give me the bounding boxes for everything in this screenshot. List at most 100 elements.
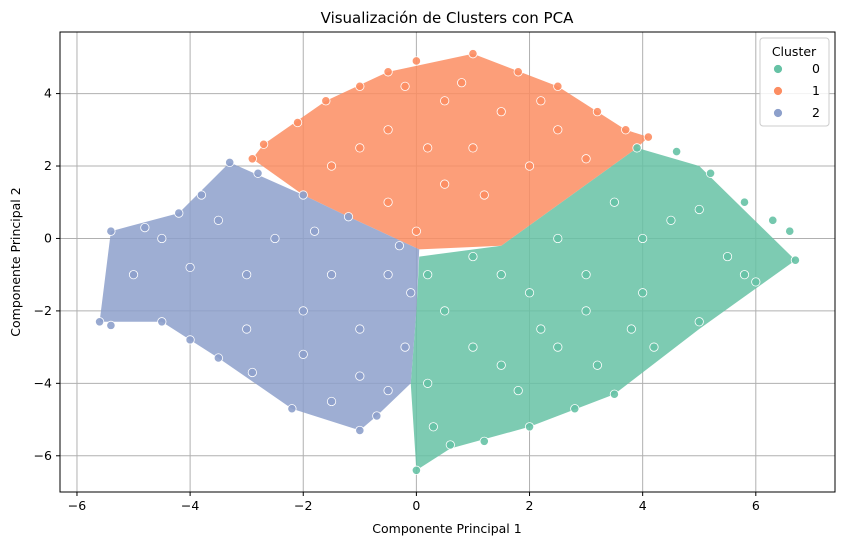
cluster-1-point [355,143,365,153]
cluster-2-point [185,262,195,273]
cluster-1-point [259,139,269,149]
legend-title: Cluster [772,44,817,59]
cluster-0-point [411,465,421,475]
y-tick-label: −2 [34,303,52,318]
cluster-1-point [292,117,303,128]
cluster-0-point [638,288,648,298]
cluster-2-point [185,335,195,345]
cluster-1-point [355,81,365,91]
cluster-0-point [496,270,506,280]
legend-box [759,37,830,127]
cluster-0-point [553,233,563,244]
cluster-0-area [410,147,796,471]
cluster-0-point [423,378,433,388]
cluster-2-point [242,270,252,280]
cluster-2-point [213,215,223,225]
y-tick-label: 2 [44,158,52,173]
cluster-0-point [428,422,438,432]
y-tick-label: −6 [34,448,52,463]
cluster-0-point [513,385,523,396]
cluster-0-point [751,277,761,287]
cluster-0-point [592,360,603,370]
cluster-1-point [383,125,393,135]
y-axis-label: Componente Principal 2 [8,187,23,336]
cluster-2-point [253,168,263,178]
cluster-2-point [394,241,405,251]
y-tick-label: 4 [44,86,52,101]
cluster-1-point [553,125,563,135]
cluster-0-point [479,436,489,446]
legend-marker [773,86,783,96]
legend-items: 0 1 2 [773,61,820,120]
cluster-1-point [536,96,546,106]
cluster-1-point [468,143,478,153]
cluster-0-point [524,288,535,298]
cluster-1-point [383,67,393,77]
cluster-1-point [479,190,489,200]
cluster-0-point [632,143,642,153]
cluster-0-point [739,197,750,207]
cluster-0-point [609,389,619,399]
cluster-0-point [423,270,433,280]
chart-title: Visualización de Clusters con PCA [321,9,574,27]
cluster-2-point [196,190,207,200]
cluster-1-point [457,78,467,88]
cluster-2-point [213,353,223,363]
x-tick-label: 6 [752,498,760,513]
x-axis-ticks: −6 −4 −2 0 2 4 6 [68,492,760,513]
cluster-2-point [383,385,393,396]
cluster-0-point [496,360,506,370]
cluster-1-point [440,96,450,106]
cluster-2-point [106,320,116,330]
cluster-1-point [440,179,450,189]
x-tick-label: −2 [294,498,312,513]
cluster-2-point [400,342,410,352]
cluster-1-area [252,53,649,250]
cluster-1-point [524,161,535,171]
cluster-2-point [355,324,365,334]
cluster-0-point [666,215,676,225]
x-tick-label: 2 [526,498,534,513]
cluster-2-point [157,233,167,244]
cluster-2-point [326,396,337,407]
cluster-0-point [638,233,648,244]
cluster-2-point [140,222,150,233]
legend-marker [773,64,783,74]
x-tick-label: 0 [412,498,420,513]
x-tick-label: −4 [181,498,199,513]
cluster-1-point [411,56,421,66]
cluster-1-point [321,96,331,106]
plot-frame [59,31,836,493]
legend: Cluster 0 1 2 [759,37,830,127]
data-points [94,49,801,475]
cluster-2-point [326,270,337,280]
cluster-0-point [445,440,455,450]
cluster-2-point [406,288,416,298]
cluster-1-point [621,125,631,135]
cluster-0-point [694,204,704,215]
cluster-0-point [468,342,478,352]
cluster-1-point [400,81,410,91]
y-tick-label: −4 [34,375,52,390]
cluster-2-point [106,226,116,236]
x-tick-label: −6 [68,498,86,513]
x-tick-label: 4 [639,498,647,513]
cluster-1-point [411,226,421,236]
cluster-2-point [343,212,354,222]
cluster-2-area [99,162,420,431]
legend-label: 0 [812,61,820,76]
cluster-0-point [553,342,563,352]
cluster-1-point [247,154,257,164]
cluster-2-point [287,404,297,414]
cluster-2-point [355,425,365,436]
cluster-0-point [524,422,535,432]
cluster-2-point [372,411,382,421]
cluster-1-point [468,49,478,59]
legend-label: 2 [812,105,820,120]
cluster-0-point [705,168,716,178]
cluster-1-point [326,161,337,171]
cluster-1-point [383,197,393,207]
cluster-1-point [581,154,591,164]
cluster-1-point [553,81,563,91]
